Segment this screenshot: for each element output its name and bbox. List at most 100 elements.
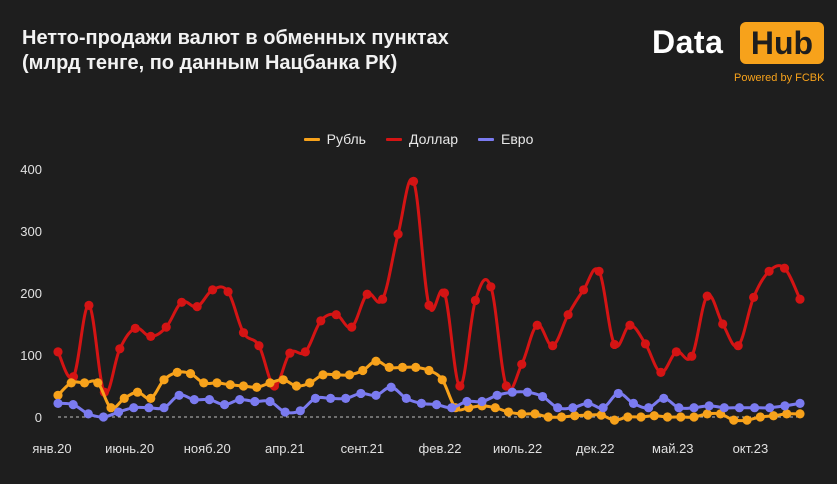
x-tick-label: нояб.20 xyxy=(184,441,231,456)
data-point-dollar xyxy=(563,310,573,320)
data-point-dollar xyxy=(130,323,140,333)
data-point-dollar xyxy=(687,351,697,361)
data-point-dollar xyxy=(795,294,805,304)
data-point-euro xyxy=(553,403,563,413)
chart-title: Нетто-продажи валют в обменных пунктах (… xyxy=(22,26,449,76)
data-point-ruble xyxy=(318,370,328,380)
chart-title-line1: Нетто-продажи валют в обменных пунктах xyxy=(22,27,449,49)
chart-legend: Рубль Доллар Евро xyxy=(0,131,837,147)
data-point-euro xyxy=(568,403,578,413)
data-point-euro xyxy=(749,403,760,413)
data-point-euro xyxy=(159,403,169,413)
data-point-euro xyxy=(401,393,411,403)
data-point-dollar xyxy=(764,266,774,276)
data-point-euro xyxy=(613,388,623,399)
data-point-dollar xyxy=(238,328,249,338)
data-point-ruble xyxy=(596,410,606,420)
data-point-dollar xyxy=(640,339,651,349)
data-point-ruble xyxy=(106,403,116,413)
data-point-euro xyxy=(734,403,745,413)
data-point-dollar xyxy=(439,288,450,298)
data-point-euro xyxy=(144,403,154,413)
data-point-euro xyxy=(477,396,487,407)
data-point-ruble xyxy=(79,378,90,388)
x-tick-label: апр.21 xyxy=(265,441,305,456)
data-point-dollar xyxy=(146,331,156,341)
data-point-dollar xyxy=(486,282,496,292)
data-point-ruble xyxy=(397,362,408,372)
data-point-dollar xyxy=(316,316,326,326)
y-tick-label: 100 xyxy=(20,348,42,363)
data-point-dollar xyxy=(408,176,419,186)
data-point-euro xyxy=(507,387,517,397)
data-point-ruble xyxy=(530,409,540,419)
data-point-euro xyxy=(386,382,396,392)
data-point-dollar xyxy=(779,263,790,273)
data-point-dollar xyxy=(733,341,743,351)
data-point-euro xyxy=(235,395,245,405)
data-point-euro xyxy=(113,407,124,417)
data-point-ruble xyxy=(437,375,447,385)
data-point-dollar xyxy=(393,229,403,239)
data-point-dollar xyxy=(300,347,310,357)
data-point-ruble xyxy=(265,378,275,388)
data-point-dollar xyxy=(347,322,357,332)
data-point-ruble xyxy=(662,412,673,422)
data-point-dollar xyxy=(609,339,620,350)
legend-item-ruble[interactable]: Рубль xyxy=(303,131,366,147)
data-point-ruble xyxy=(583,410,593,420)
data-point-dollar xyxy=(192,302,202,312)
data-point-ruble xyxy=(636,412,646,422)
data-point-euro xyxy=(447,403,457,413)
data-point-ruble xyxy=(742,415,752,425)
data-point-euro xyxy=(719,403,729,413)
data-point-ruble xyxy=(411,362,421,372)
data-point-euro xyxy=(219,400,230,410)
data-point-dollar xyxy=(84,300,94,310)
logo-hub-badge: Hub xyxy=(740,22,824,64)
series-line-euro xyxy=(57,385,801,419)
data-point-ruble xyxy=(358,365,368,376)
data-point-euro xyxy=(795,398,805,408)
x-tick-label: фев.22 xyxy=(419,441,462,456)
data-point-ruble xyxy=(238,381,249,391)
data-point-ruble xyxy=(185,369,196,379)
data-point-dollar xyxy=(424,300,434,310)
legend-swatch-ruble xyxy=(303,137,320,141)
data-point-dollar xyxy=(207,285,218,295)
data-point-euro xyxy=(83,409,93,419)
data-point-dollar xyxy=(115,344,125,354)
data-point-ruble xyxy=(755,412,765,422)
data-point-ruble xyxy=(344,370,355,380)
data-point-ruble xyxy=(609,415,620,425)
legend-item-dollar[interactable]: Доллар xyxy=(385,131,458,147)
data-point-ruble xyxy=(384,362,394,372)
data-point-euro xyxy=(431,400,442,410)
y-tick-label: 200 xyxy=(20,286,42,301)
data-point-ruble xyxy=(490,403,500,413)
data-point-ruble xyxy=(172,367,182,377)
x-tick-label: дек.22 xyxy=(576,441,615,456)
data-point-ruble xyxy=(570,411,580,421)
data-point-euro xyxy=(356,388,366,399)
data-point-euro xyxy=(341,393,351,403)
data-point-dollar xyxy=(177,297,187,307)
data-point-ruble xyxy=(225,380,235,390)
data-point-euro xyxy=(598,403,608,413)
data-point-euro xyxy=(371,390,381,400)
data-point-ruble xyxy=(517,409,527,419)
data-point-euro xyxy=(250,396,260,407)
data-point-euro xyxy=(265,396,275,407)
data-point-dollar xyxy=(285,348,295,358)
data-point-euro xyxy=(492,390,502,400)
data-point-dollar xyxy=(455,381,465,391)
data-point-euro xyxy=(174,390,184,400)
data-point-euro xyxy=(522,387,533,397)
legend-item-euro[interactable]: Евро xyxy=(478,131,533,147)
data-point-dollar xyxy=(501,381,511,391)
data-point-euro xyxy=(537,391,548,402)
x-tick-label: янв.20 xyxy=(32,441,71,456)
y-tick-label: 300 xyxy=(20,224,42,239)
data-point-dollar xyxy=(578,285,589,295)
legend-label-ruble: Рубль xyxy=(326,131,366,147)
